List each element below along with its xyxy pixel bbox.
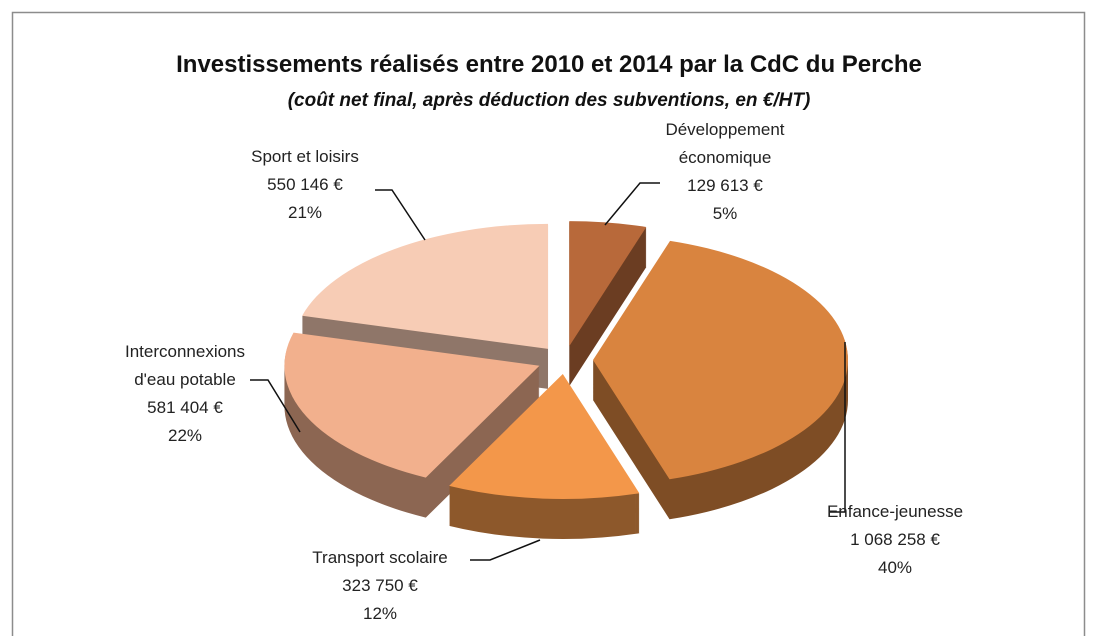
value-label: 581 404 €	[147, 398, 223, 417]
value-label: 129 613 €	[687, 176, 763, 195]
percent-label: 40%	[877, 558, 913, 577]
leader-line	[375, 189, 426, 241]
percent-label: 22%	[167, 426, 203, 445]
slice-label: Développement économique 129 613 € 5%	[650, 116, 800, 228]
slice	[302, 223, 549, 349]
leader-line	[604, 182, 660, 226]
pie	[284, 221, 849, 539]
slice-label: Transport scolaire 323 750 € 12%	[270, 544, 490, 628]
category-label: Développement économique	[665, 120, 785, 167]
percent-label: 21%	[287, 203, 323, 222]
slice-label: Sport et loisirs 550 146 € 21%	[195, 143, 415, 227]
slice	[569, 221, 647, 347]
slice-label: Enfance-jeunesse 1 068 258 € 40%	[785, 498, 1005, 582]
percent-label: 5%	[712, 204, 738, 223]
value-label: 1 068 258 €	[850, 530, 940, 549]
leaders	[250, 182, 846, 561]
slice	[284, 332, 540, 478]
leader-line	[250, 379, 301, 433]
category-label: Interconnexions d'eau potable	[124, 342, 246, 389]
leader-line	[830, 342, 846, 513]
slice	[593, 240, 849, 480]
value-label: 550 146 €	[267, 175, 343, 194]
chart-subtitle: (coût net final, après déduction des sub…	[288, 90, 811, 111]
category-label: Transport scolaire	[312, 548, 448, 567]
percent-label: 12%	[362, 604, 398, 623]
frame	[11, 11, 1086, 636]
slice-label: Interconnexions d'eau potable 581 404 € 22…	[110, 338, 260, 450]
chart-title: Investissements réalisés entre 2010 et 2…	[176, 51, 922, 78]
value-label: 323 750 €	[342, 576, 418, 595]
category-label: Enfance-jeunesse	[826, 502, 964, 521]
leader-line	[470, 539, 541, 561]
category-label: Sport et loisirs	[251, 147, 359, 166]
slice	[449, 373, 640, 499]
